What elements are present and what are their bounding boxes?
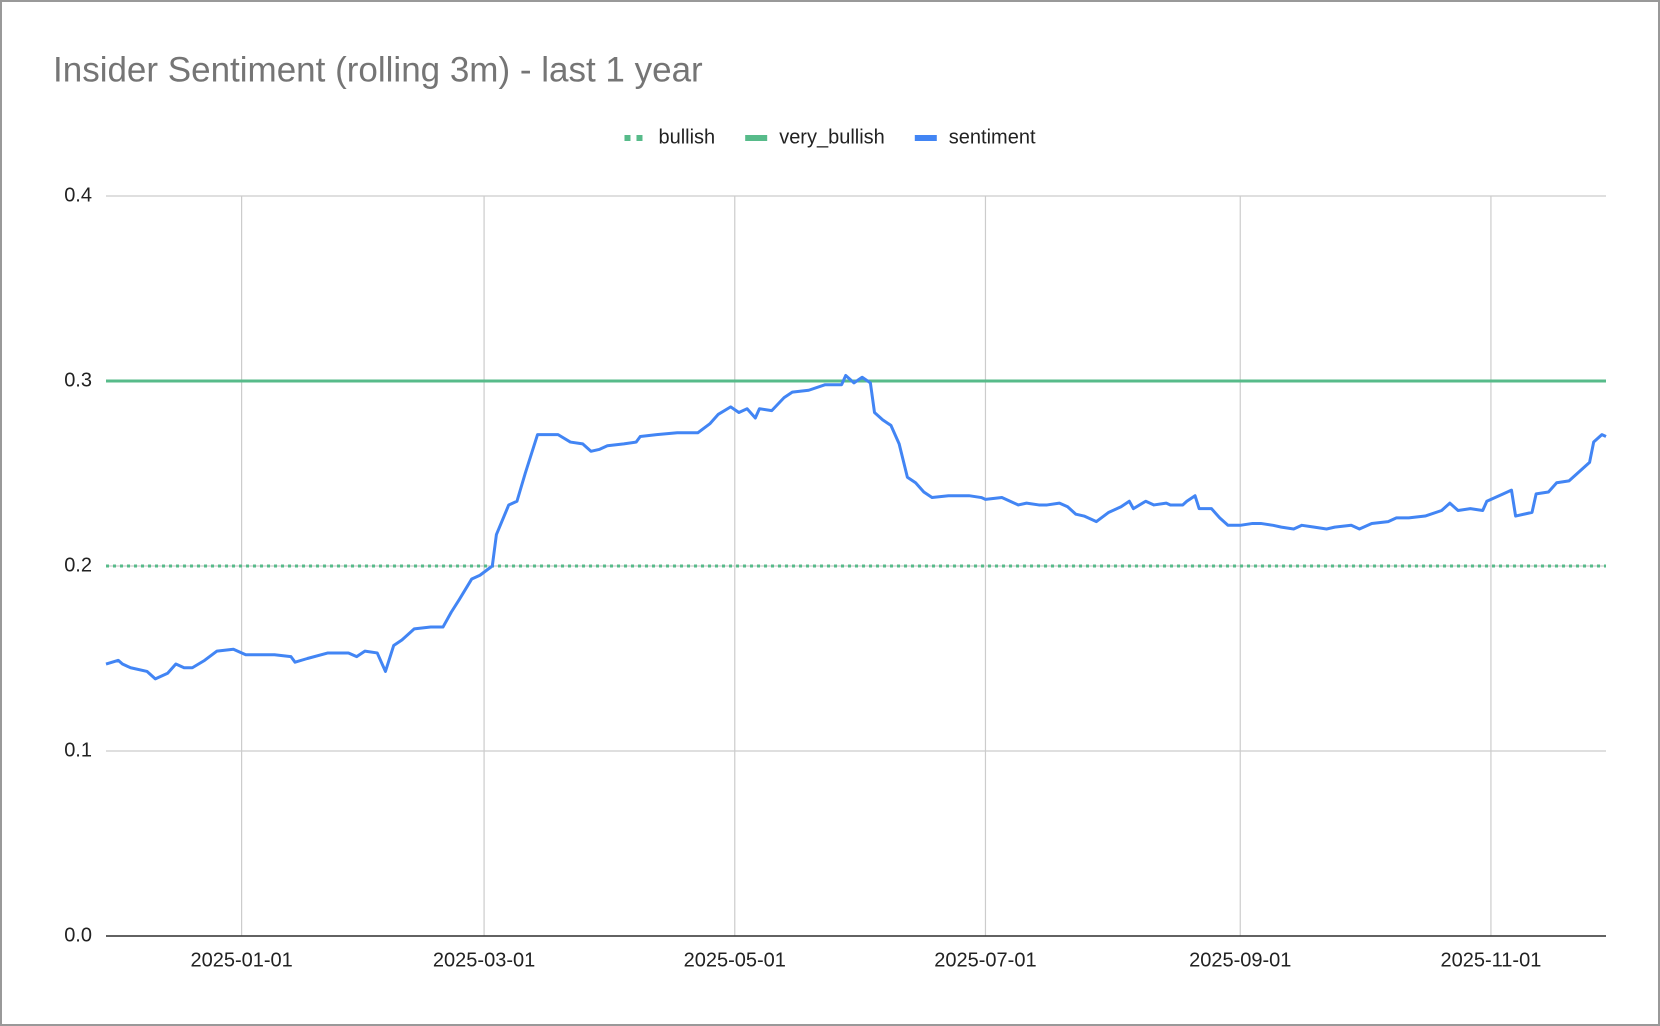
- x-tick-label: 2025-11-01: [1441, 949, 1542, 971]
- x-tick-label: 2025-03-01: [433, 949, 535, 971]
- y-tick-label: 0.3: [64, 369, 92, 391]
- x-tick-label: 2025-09-01: [1189, 949, 1291, 971]
- y-tick-label: 0.1: [64, 739, 92, 761]
- x-tick-label: 2025-05-01: [684, 949, 786, 971]
- series-line: [105, 373, 1607, 681]
- chart-title: Insider Sentiment (rolling 3m) - last 1 …: [53, 50, 703, 89]
- y-tick-label: 0.4: [64, 184, 92, 206]
- x-tick-label: 2025-07-01: [934, 949, 1036, 971]
- legend-label: very_bullish: [779, 126, 885, 148]
- legend-label: bullish: [658, 126, 715, 148]
- legend-label: sentiment: [949, 126, 1036, 148]
- y-tick-label: 0.2: [64, 554, 92, 576]
- y-tick-label: 0.0: [64, 924, 92, 946]
- x-tick-label: 2025-01-01: [190, 949, 292, 971]
